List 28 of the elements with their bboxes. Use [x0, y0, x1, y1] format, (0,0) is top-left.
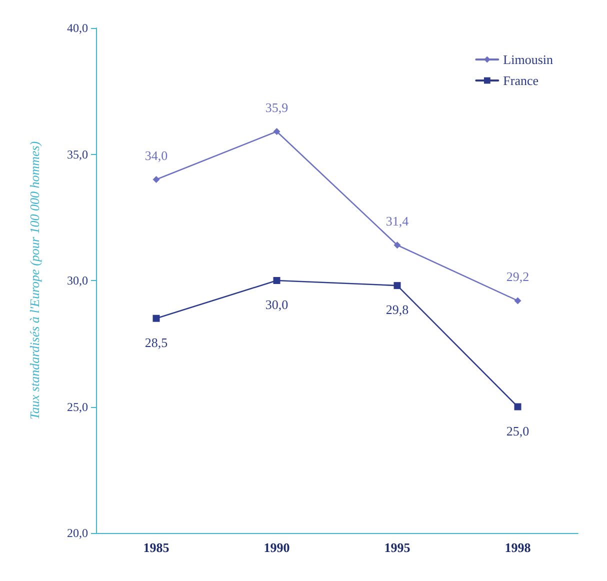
x-tick-label: 1998: [504, 540, 532, 555]
point: [152, 314, 160, 322]
data-label: 29,8: [386, 302, 409, 318]
y-tick-label: 25,0: [67, 400, 88, 414]
y-axis-title: Taux standardisés à l'Europe (pour 100 000 hommes): [27, 141, 42, 420]
y-tick-label: 30,0: [67, 274, 88, 288]
legend-label: France: [503, 73, 539, 88]
data-label: 30,0: [265, 297, 288, 312]
data-label: 31,4: [386, 214, 410, 229]
data-label: 29,2: [506, 269, 530, 284]
point: [514, 403, 522, 410]
point: [514, 297, 522, 304]
point: [152, 176, 160, 183]
x-tick-label: 1990: [264, 540, 290, 555]
x-tick-label: 1985: [143, 540, 170, 555]
y-tick-label: 20,0: [67, 526, 88, 540]
y-tick-label: 35,0: [67, 147, 88, 162]
point: [273, 277, 280, 284]
legend-label: Limousin: [503, 52, 554, 67]
point: [394, 242, 401, 249]
data-label: 34,0: [144, 148, 168, 163]
data-label: 25,0: [506, 423, 530, 438]
x-tick-label: 1995: [384, 540, 411, 555]
point: [273, 128, 280, 136]
point: [394, 282, 401, 290]
data-label: 28,5: [144, 334, 168, 350]
data-label: 35,9: [265, 100, 288, 116]
y-tick-label: 40,0: [67, 21, 88, 35]
